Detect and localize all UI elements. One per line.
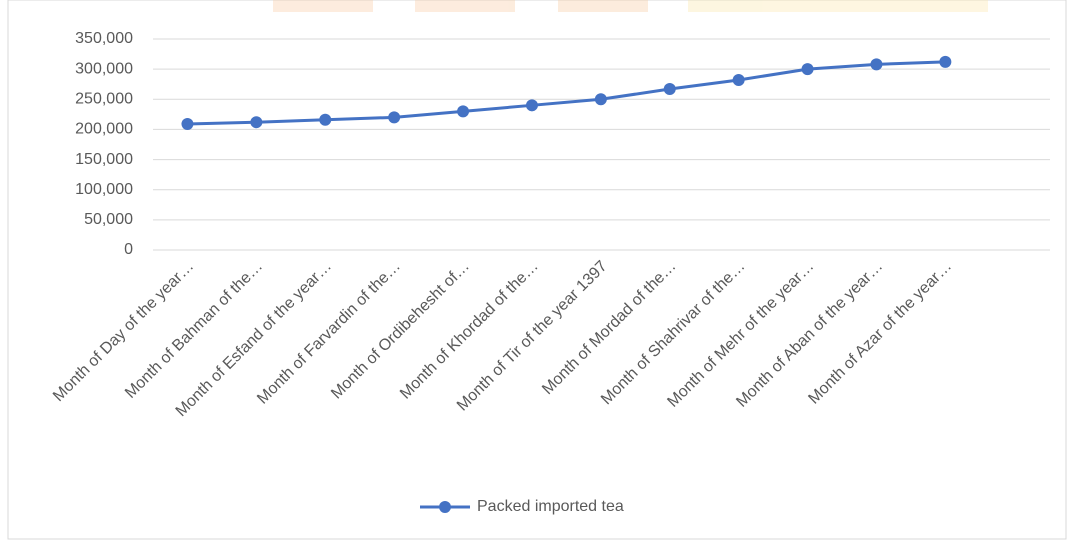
y-tick-label: 0 xyxy=(124,241,133,258)
y-tick-label: 250,000 xyxy=(75,91,133,108)
legend-marker xyxy=(439,501,451,513)
data-point xyxy=(594,93,607,106)
y-tick-label: 150,000 xyxy=(75,151,133,168)
data-point xyxy=(732,73,745,86)
data-point xyxy=(870,58,883,71)
data-point xyxy=(250,116,263,129)
y-tick-label: 100,000 xyxy=(75,181,133,198)
y-tick-label: 350,000 xyxy=(75,30,133,47)
y-tick-label: 200,000 xyxy=(75,121,133,138)
y-tick-label: 50,000 xyxy=(84,211,133,228)
legend-label: Packed imported tea xyxy=(477,498,624,515)
data-point xyxy=(319,113,332,126)
data-point xyxy=(457,105,470,118)
watermark xyxy=(273,0,988,12)
data-point xyxy=(388,111,401,124)
data-point xyxy=(525,99,538,112)
data-point xyxy=(181,118,194,131)
y-tick-label: 300,000 xyxy=(75,60,133,77)
series-line xyxy=(187,60,946,126)
data-point xyxy=(939,55,952,68)
data-point xyxy=(801,63,814,76)
data-point xyxy=(663,83,676,96)
chart-frame xyxy=(7,0,1067,540)
